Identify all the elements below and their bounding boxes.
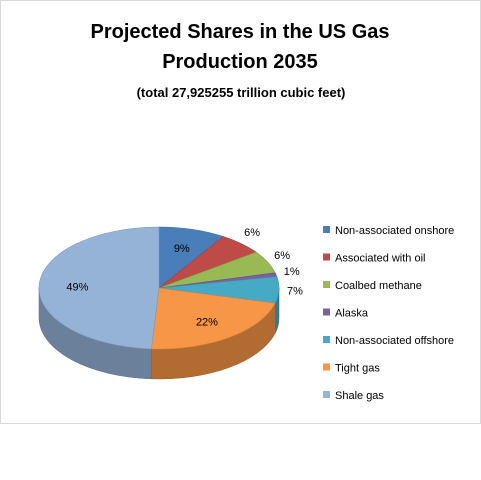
data-label: 22% [196, 317, 218, 329]
legend-label: Alaska [335, 308, 369, 320]
legend-swatch [323, 308, 330, 316]
data-label: 6% [244, 227, 260, 239]
data-label: 9% [174, 243, 190, 255]
legend-item: Coalbed methane [323, 280, 422, 292]
legend-label: Non-associated onshore [335, 225, 454, 237]
legend-swatch [323, 253, 330, 261]
pie-slices [38, 226, 280, 380]
chart-title-line-2: Production 2035 [162, 51, 318, 73]
data-label: 7% [287, 285, 303, 297]
legend-label: Non-associated offshore [335, 335, 454, 347]
legend-swatch [323, 363, 330, 371]
legend-swatch [323, 281, 330, 288]
legend-item: Shale gas [323, 390, 384, 402]
data-label: 1% [284, 266, 300, 278]
data-label: 49% [66, 282, 88, 294]
legend-swatch [323, 226, 330, 233]
legend: Non-associated onshore Associated with oi… [323, 225, 454, 402]
legend-swatch [323, 336, 330, 343]
slice-shale-gas [38, 226, 160, 350]
legend-item: Associated with oil [323, 253, 426, 265]
legend-item: Tight gas [323, 363, 380, 375]
legend-label: Tight gas [335, 363, 380, 375]
chart-subtitle: (total 27,925255 trillion cubic feet) [137, 85, 346, 100]
legend-item: Alaska [323, 308, 369, 320]
chart-title-line-1: Projected Shares in the US Gas [91, 21, 390, 43]
legend-item: Non-associated onshore [323, 225, 454, 237]
legend-label: Associated with oil [335, 253, 426, 265]
data-labels: 9% 6% 6% 1% 7% 22% 49% [66, 227, 303, 329]
legend-label: Shale gas [335, 390, 384, 402]
slice-tight-gas [151, 287, 276, 350]
legend-item: Non-associated offshore [323, 335, 454, 347]
legend-label: Coalbed methane [335, 280, 422, 292]
legend-swatch [323, 391, 330, 398]
data-label: 6% [274, 250, 290, 262]
